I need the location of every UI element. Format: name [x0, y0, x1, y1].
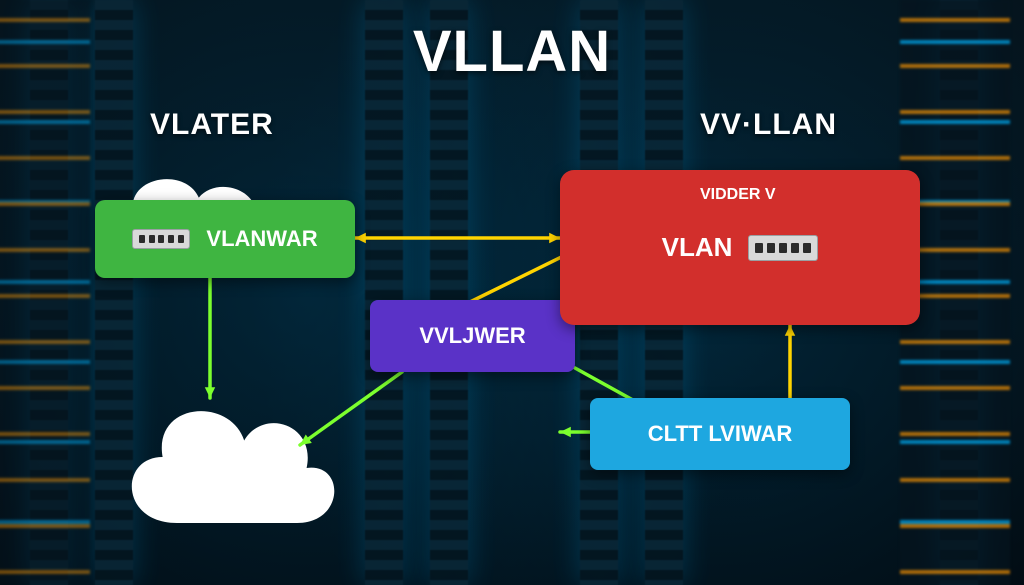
node-cltt-lviwar: CLTT LVIWAR: [590, 398, 850, 470]
cloud-bottom-icon: [105, 380, 345, 545]
node-label: VVLJWER: [419, 323, 525, 349]
bg-rack: [365, 0, 403, 585]
node-vvljwer: VVLJWER: [370, 300, 575, 372]
diagram-stage: VLLAN VLATER VV·LLAN VLANWAR VVLJWER VID…: [0, 0, 1024, 585]
node-vlanwar: VLANWAR: [95, 200, 355, 278]
main-title: VLLAN: [413, 18, 611, 85]
switch-icon: [748, 235, 818, 261]
node-label: CLTT LVIWAR: [648, 421, 793, 447]
node-vlan: VIDDER V VLAN: [560, 170, 920, 325]
subhead-left: VLATER: [150, 108, 274, 142]
subhead-right: VV·LLAN: [700, 108, 837, 142]
node-label: VLAN: [662, 232, 733, 263]
node-label: VLANWAR: [206, 226, 317, 252]
node-small-label: VIDDER V: [700, 186, 776, 204]
bg-rack: [430, 0, 468, 585]
switch-icon: [132, 229, 190, 249]
bg-led-panel: [0, 0, 90, 585]
